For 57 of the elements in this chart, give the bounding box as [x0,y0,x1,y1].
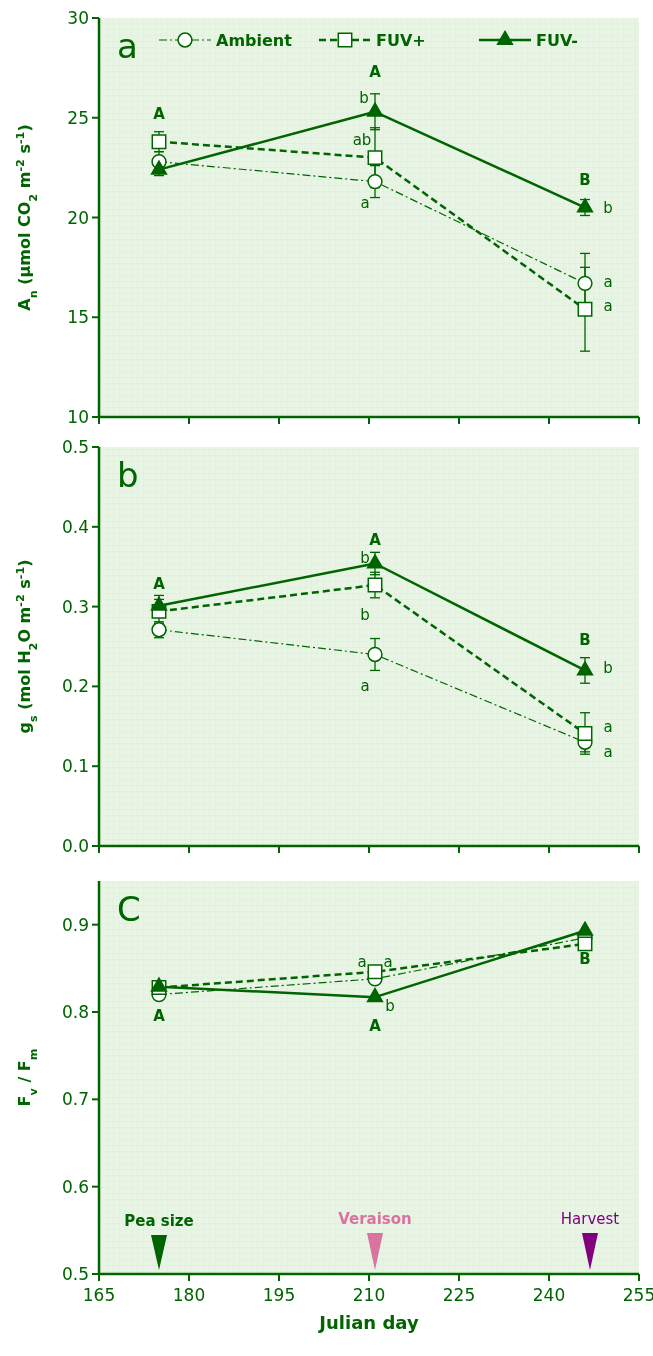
y-tick-label: 30 [67,8,89,28]
annotation: Pea size [124,1212,194,1230]
annotation: a [603,743,613,761]
y-tick-label: 10 [67,407,89,427]
x-tick-label: 240 [532,1285,566,1305]
chart-title: a [117,26,138,66]
annotation: A [153,1007,166,1025]
annotation: A [153,105,166,123]
y-tick-label: 0.7 [61,1089,89,1110]
y-tick-label: 20 [67,207,89,228]
annotation: a [360,677,370,695]
y-tick-label: 15 [67,307,89,328]
y-tick-label: 0.5 [61,1264,89,1284]
legend-label: Ambient [216,31,293,50]
annotation: a [357,953,367,971]
legend-label: FUV+ [376,31,426,50]
chart-title: b [117,455,139,495]
y-tick-label: 0.9 [61,914,89,935]
annotation: b [385,997,395,1015]
annotation: b [603,199,613,217]
annotation: B [579,950,591,968]
x-tick-label: 165 [82,1285,116,1305]
annotation: a [383,953,393,971]
annotation: a [603,297,613,315]
y-tick-label: 0.3 [61,596,89,617]
annotation: b [359,89,369,107]
x-tick-label: 180 [172,1285,206,1305]
annotation: B [579,631,591,649]
annotation: B [579,171,591,189]
x-tick-label: 255 [622,1285,653,1305]
annotation: b [360,549,370,567]
annotation: ab [352,131,372,149]
annotation: a [603,273,613,291]
y-tick-label: 0.8 [61,1002,89,1022]
annotation: b [360,606,370,624]
annotation: a [360,194,370,212]
legend-label: FUV- [536,31,578,50]
y-tick-label: 0.5 [61,437,89,457]
y-tick-label: 0.4 [61,516,89,537]
annotation: A [369,531,382,549]
y-tick-label: 0.0 [61,836,89,856]
x-tick-label: 210 [352,1285,386,1305]
x-tick-label: 225 [442,1285,476,1305]
annotation: Harvest [560,1210,620,1228]
annotation: A [153,575,166,593]
annotation: b [603,659,613,677]
annotation: Veraison [338,1210,412,1228]
x-axis-title: Julian day [317,1312,419,1333]
annotation: A [369,1017,382,1035]
y-tick-label: 0.6 [61,1176,89,1197]
y-tick-label: 0.1 [61,756,89,777]
chart-title: C [117,889,141,929]
y-tick-label: 25 [67,107,89,128]
x-tick-label: 195 [262,1285,296,1305]
annotation: A [369,63,382,81]
y-tick-label: 0.2 [61,676,89,697]
annotation: a [603,718,613,736]
